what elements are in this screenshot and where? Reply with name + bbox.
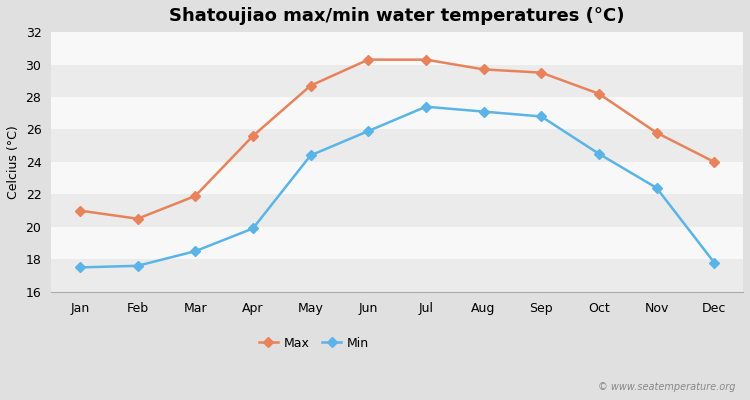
Bar <box>51 64 743 97</box>
Bar <box>51 97 743 130</box>
Bar <box>51 194 743 227</box>
Bar <box>51 32 743 64</box>
Text: © www.seatemperature.org: © www.seatemperature.org <box>598 382 735 392</box>
Title: Shatoujiao max/min water temperatures (°C): Shatoujiao max/min water temperatures (°… <box>170 7 625 25</box>
Legend: Max, Min: Max, Min <box>254 332 374 355</box>
Bar <box>51 259 743 292</box>
Bar <box>51 227 743 259</box>
Bar <box>51 130 743 162</box>
Y-axis label: Celcius (°C): Celcius (°C) <box>7 125 20 199</box>
Bar <box>51 162 743 194</box>
